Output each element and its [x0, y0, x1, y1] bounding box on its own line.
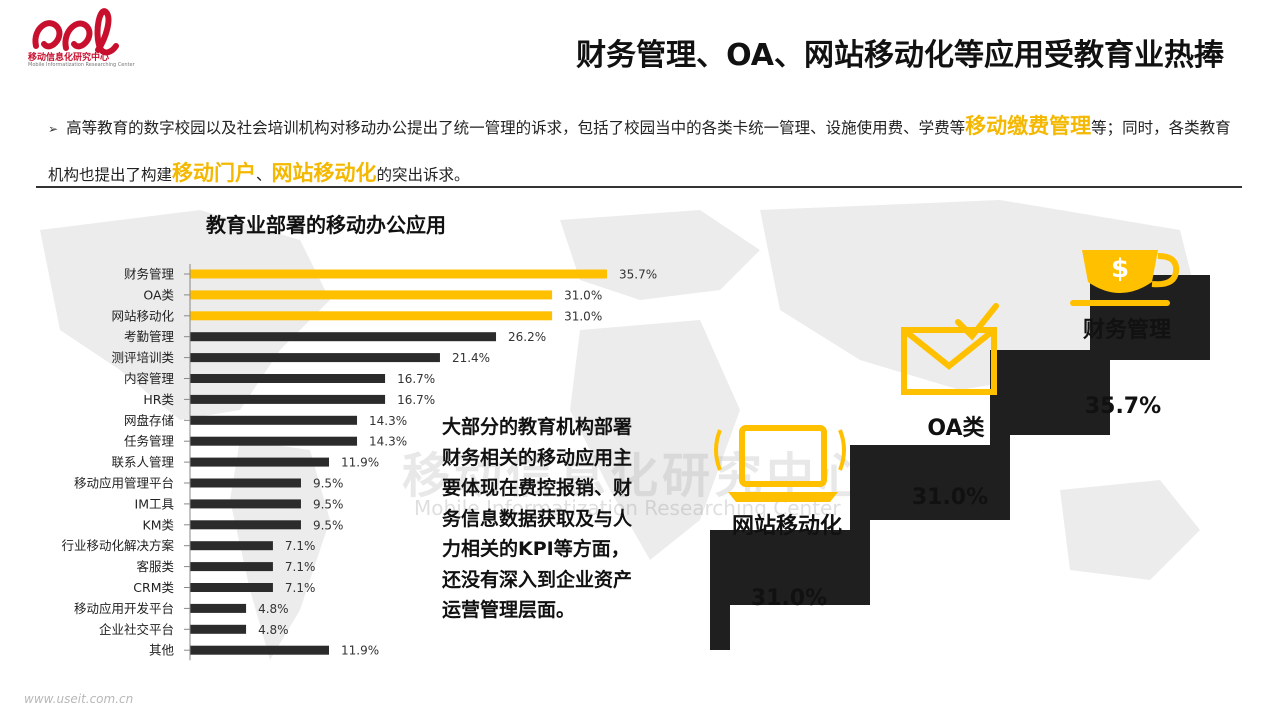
- value-label: 7.1%: [285, 560, 316, 574]
- bar: [190, 394, 386, 404]
- category-label: 移动应用开发平台: [74, 601, 174, 616]
- value-label: 4.8%: [258, 623, 289, 637]
- bar: [190, 603, 247, 613]
- slide-title: 财务管理、OA、网站移动化等应用受教育业热捧: [576, 38, 1224, 73]
- bullet-highlight-2: 移动门户: [172, 161, 257, 185]
- podium-value-website: 31.0%: [751, 586, 827, 611]
- category-label: 测评培训类: [111, 350, 174, 365]
- dollar-cup-icon: $: [1070, 250, 1180, 306]
- bullet-separator: 、: [256, 166, 272, 184]
- category-label: 任务管理: [124, 434, 175, 449]
- value-label: 26.2%: [508, 330, 546, 344]
- callout-line: 要体现在费控报销、财: [442, 477, 633, 499]
- bar: [190, 478, 301, 488]
- footer-url: www.useit.com.cn: [24, 692, 134, 706]
- category-label: 客服类: [136, 559, 174, 574]
- title-divider: [36, 186, 1242, 188]
- bar: [190, 311, 553, 321]
- logo-subtext: Mobile Informatization Researching Cente…: [28, 62, 135, 68]
- bar: [190, 541, 273, 551]
- bar: [190, 520, 301, 530]
- callout-text: 大部分的教育机构部署 财务相关的移动应用主 要体现在费控报销、财 务信息数据获取…: [442, 412, 668, 626]
- value-label: 7.1%: [285, 581, 316, 595]
- category-label: HR类: [143, 392, 174, 407]
- bar: [190, 332, 497, 342]
- value-label: 31.0%: [564, 288, 602, 302]
- category-label: 行业移动化解决方案: [61, 538, 174, 553]
- value-label: 4.8%: [258, 602, 289, 616]
- envelope-check-icon: [901, 303, 999, 395]
- value-label: 11.9%: [341, 456, 379, 470]
- category-label: 考勤管理: [124, 329, 175, 344]
- category-label: KM类: [143, 517, 175, 532]
- category-label: 内容管理: [124, 371, 175, 386]
- value-label: 11.9%: [341, 644, 379, 658]
- chart-title: 教育业部署的移动办公应用: [206, 213, 446, 237]
- bar: [190, 374, 386, 383]
- value-label: 9.5%: [313, 497, 344, 511]
- podium-label-oa: OA类: [927, 416, 985, 441]
- category-label: 联系人管理: [111, 455, 174, 470]
- category-label: 网盘存储: [124, 413, 174, 428]
- callout-line: 大部分的教育机构部署: [442, 416, 633, 438]
- category-label: 其他: [149, 643, 175, 658]
- podium-label-finance: 财务管理: [1083, 317, 1171, 343]
- value-label: 16.7%: [397, 393, 435, 407]
- category-label: OA类: [143, 287, 174, 302]
- bar: [190, 353, 440, 363]
- bar: [190, 645, 329, 655]
- bar: [190, 499, 301, 509]
- callout-line: 务信息数据获取及与人: [442, 507, 633, 530]
- category-label: 财务管理: [124, 267, 175, 282]
- value-label: 9.5%: [313, 518, 344, 532]
- callout-line: 还没有深入到企业资产: [442, 568, 633, 591]
- podium-label-website: 网站移动化: [732, 513, 842, 539]
- category-label: 网站移动化: [111, 308, 174, 323]
- bar: [190, 562, 273, 572]
- value-label: 16.7%: [397, 372, 435, 386]
- value-label: 31.0%: [564, 309, 602, 323]
- bullet-highlight-1: 移动缴费管理: [965, 114, 1092, 138]
- bar: [190, 436, 358, 446]
- bullet-text-2: 等；同时，各类教育机构也提出了构建: [48, 119, 1231, 184]
- summary-bullet: ➢ 高等教育的数字校园以及社会培训机构对移动办公提出了统一管理的诉求，包括了校园当…: [48, 104, 1233, 197]
- bullet-arrow-icon: ➢: [48, 122, 59, 136]
- ranking-stairs: $ 网站移动化 31.0% OA类 31.0% 财务管理 35.7%: [710, 250, 1210, 650]
- world-map-background: [40, 200, 1200, 660]
- category-label: 企业社交平台: [99, 622, 174, 637]
- bullet-text-3: 的突出诉求。: [376, 166, 470, 184]
- bar: [190, 624, 247, 634]
- svg-text:$: $: [1111, 254, 1129, 284]
- value-label: 14.3%: [369, 435, 407, 449]
- bar: [190, 269, 607, 279]
- value-label: 14.3%: [369, 414, 407, 428]
- bar: [190, 583, 273, 592]
- laptop-icon: [714, 425, 846, 502]
- callout-line: 财务相关的移动应用主: [442, 446, 633, 469]
- stair-steps: [710, 275, 1210, 650]
- logo-text: 移动信息化研究中心: [28, 53, 110, 63]
- value-label: 9.5%: [313, 477, 344, 491]
- value-label: 35.7%: [619, 268, 657, 282]
- podium-value-finance: 35.7%: [1085, 394, 1161, 419]
- value-label: 21.4%: [452, 351, 490, 365]
- bullet-text-1: 高等教育的数字校园以及社会培训机构对移动办公提出了统一管理的诉求，包括了校园当中…: [66, 119, 966, 137]
- callout-line: 力相关的KPI等方面，: [442, 538, 630, 560]
- category-label: 移动应用管理平台: [74, 476, 174, 491]
- bar: [190, 457, 329, 467]
- category-label: CRM类: [133, 580, 174, 595]
- bullet-highlight-3: 网站移动化: [271, 161, 377, 185]
- value-label: 7.1%: [285, 539, 316, 553]
- callout-line: 运营管理层面。: [442, 599, 576, 621]
- logo-mark: [32, 8, 119, 56]
- bar: [190, 415, 358, 425]
- category-label: IM工具: [135, 496, 175, 511]
- bar: [190, 290, 553, 300]
- podium-value-oa: 31.0%: [912, 485, 988, 510]
